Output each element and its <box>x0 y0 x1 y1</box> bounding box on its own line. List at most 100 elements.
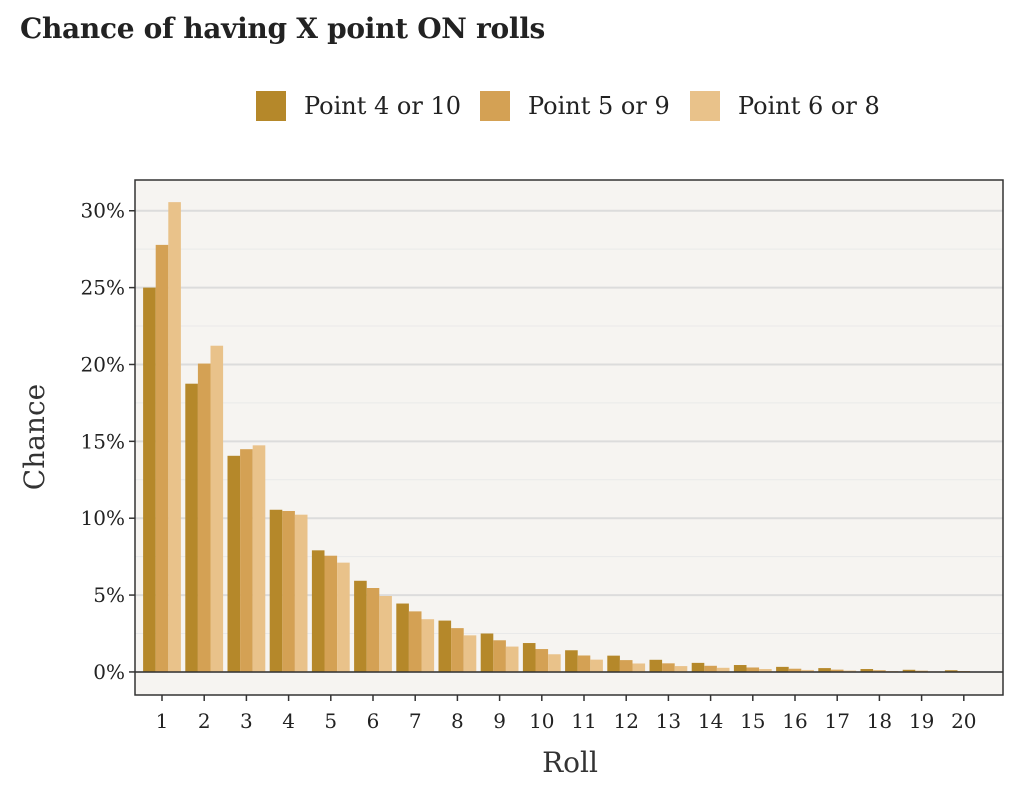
x-tick-label: 13 <box>656 709 681 733</box>
bar-roll-5-series-1 <box>311 550 325 672</box>
y-tick-label: 10% <box>81 506 125 530</box>
bar-roll-7-series-2 <box>408 611 422 672</box>
legend-item-point-6-or-8: Point 6 or 8 <box>690 86 880 126</box>
bar-roll-14-series-2 <box>704 665 717 672</box>
y-tick-label: 20% <box>81 352 125 376</box>
legend-label-point-5-or-9: Point 5 or 9 <box>528 92 670 120</box>
chart-title: Chance of having X point ON rolls <box>20 12 546 45</box>
x-tick-label: 19 <box>909 709 934 733</box>
bar-roll-8-series-3 <box>463 635 477 672</box>
bar-roll-15-series-2 <box>746 667 760 672</box>
bar-roll-4-series-1 <box>269 509 283 672</box>
x-tick-label: 9 <box>493 709 506 733</box>
y-tick-label: 25% <box>81 276 125 300</box>
legend-label-point-4-or-10: Point 4 or 10 <box>304 92 462 120</box>
bar-roll-20-series-1 <box>944 670 958 672</box>
x-tick-label: 20 <box>951 709 976 733</box>
bar-roll-10-series-3 <box>548 654 561 672</box>
bar-roll-13-series-3 <box>674 666 688 672</box>
bar-roll-14-series-3 <box>716 667 730 672</box>
bar-roll-12-series-1 <box>607 655 620 672</box>
chart-legend: Point 4 or 10 Point 5 or 9 Point 6 or 8 <box>0 86 1024 126</box>
bar-roll-14-series-1 <box>691 662 705 672</box>
bar-roll-9-series-1 <box>480 633 494 672</box>
bar-roll-10-series-2 <box>535 649 549 672</box>
bar-roll-7-series-1 <box>396 603 409 672</box>
y-tick-label: 15% <box>81 429 125 453</box>
bar-roll-7-series-3 <box>421 619 435 672</box>
bar-roll-11-series-3 <box>590 659 603 672</box>
bar-roll-16-series-3 <box>801 669 814 672</box>
bar-roll-5-series-2 <box>324 555 338 672</box>
x-axis-title: Roll <box>542 746 598 779</box>
bars <box>135 202 1003 673</box>
x-tick-label: 5 <box>324 709 337 733</box>
bar-roll-6-series-2 <box>366 588 380 672</box>
x-tick-label: 12 <box>613 709 638 733</box>
x-tick-label: 1 <box>156 709 169 733</box>
bar-roll-2-series-2 <box>197 363 211 672</box>
bar-roll-1-series-1 <box>143 287 156 672</box>
bar-roll-2-series-1 <box>185 383 198 672</box>
x-tick-label: 2 <box>198 709 211 733</box>
legend-item-point-5-or-9: Point 5 or 9 <box>480 86 670 126</box>
bar-roll-1-series-2 <box>155 244 169 672</box>
bar-roll-15-series-1 <box>733 665 747 672</box>
x-tick-label: 8 <box>451 709 464 733</box>
x-tick-label: 11 <box>571 709 596 733</box>
x-tick-label: 16 <box>782 709 807 733</box>
bar-roll-9-series-2 <box>493 640 506 672</box>
bar-roll-10-series-1 <box>522 643 536 672</box>
y-tick-label: 5% <box>93 583 125 607</box>
bar-roll-6-series-1 <box>354 580 367 672</box>
x-tick-label: 14 <box>698 709 723 733</box>
bar-roll-16-series-1 <box>776 666 789 672</box>
bar-roll-2-series-3 <box>210 345 224 672</box>
bar-roll-16-series-2 <box>788 668 802 672</box>
x-tick-label: 17 <box>824 709 849 733</box>
legend-swatch-point-4-or-10 <box>256 91 286 121</box>
legend-item-point-4-or-10: Point 4 or 10 <box>256 86 461 126</box>
bar-roll-9-series-3 <box>505 646 519 672</box>
bar-roll-12-series-2 <box>619 660 633 672</box>
bar-roll-18-series-1 <box>860 669 874 672</box>
x-tick-label: 15 <box>740 709 765 733</box>
x-tick-label: 18 <box>867 709 892 733</box>
x-tick-label: 3 <box>240 709 253 733</box>
bar-roll-8-series-1 <box>438 620 452 672</box>
y-tick-label: 30% <box>81 199 125 223</box>
bar-roll-19-series-1 <box>902 669 916 672</box>
bar-roll-17-series-2 <box>830 669 844 672</box>
bar-roll-4-series-2 <box>282 510 295 672</box>
bar-roll-13-series-1 <box>649 659 663 672</box>
x-axis: 1 2 3 4 5 6 7 8 9 10 11 12 13 14 15 16 17 18 19 20 <box>156 695 977 733</box>
legend-swatch-point-6-or-8 <box>690 91 720 121</box>
bar-roll-11-series-1 <box>565 650 578 672</box>
bar-roll-8-series-2 <box>451 628 464 672</box>
y-axis: 0% 5% 10% 15% 20% 25% 30% <box>81 199 135 684</box>
bar-roll-3-series-2 <box>240 449 253 672</box>
x-tick-label: 4 <box>282 709 295 733</box>
bar-roll-11-series-2 <box>577 655 591 672</box>
bar-roll-1-series-3 <box>168 202 181 672</box>
y-tick-label: 0% <box>93 660 125 684</box>
bar-roll-4-series-3 <box>294 514 308 672</box>
legend-label-point-6-or-8: Point 6 or 8 <box>738 92 880 120</box>
legend-swatch-point-5-or-9 <box>480 91 510 121</box>
plot-border <box>134 179 1004 696</box>
bar-roll-18-series-2 <box>873 670 886 672</box>
bar-roll-3-series-3 <box>252 445 266 672</box>
bar-roll-12-series-3 <box>632 663 646 672</box>
bar-roll-15-series-3 <box>759 669 772 672</box>
bar-roll-13-series-2 <box>662 663 675 672</box>
x-tick-label: 7 <box>409 709 422 733</box>
x-tick-label: 6 <box>367 709 380 733</box>
bar-roll-17-series-1 <box>818 668 831 672</box>
bar-roll-3-series-1 <box>227 455 241 672</box>
bar-roll-5-series-3 <box>337 562 350 672</box>
x-tick-label: 10 <box>529 709 554 733</box>
y-axis-title: Chance <box>18 384 51 490</box>
bar-roll-6-series-3 <box>379 595 392 672</box>
plot-frame <box>134 179 1004 696</box>
